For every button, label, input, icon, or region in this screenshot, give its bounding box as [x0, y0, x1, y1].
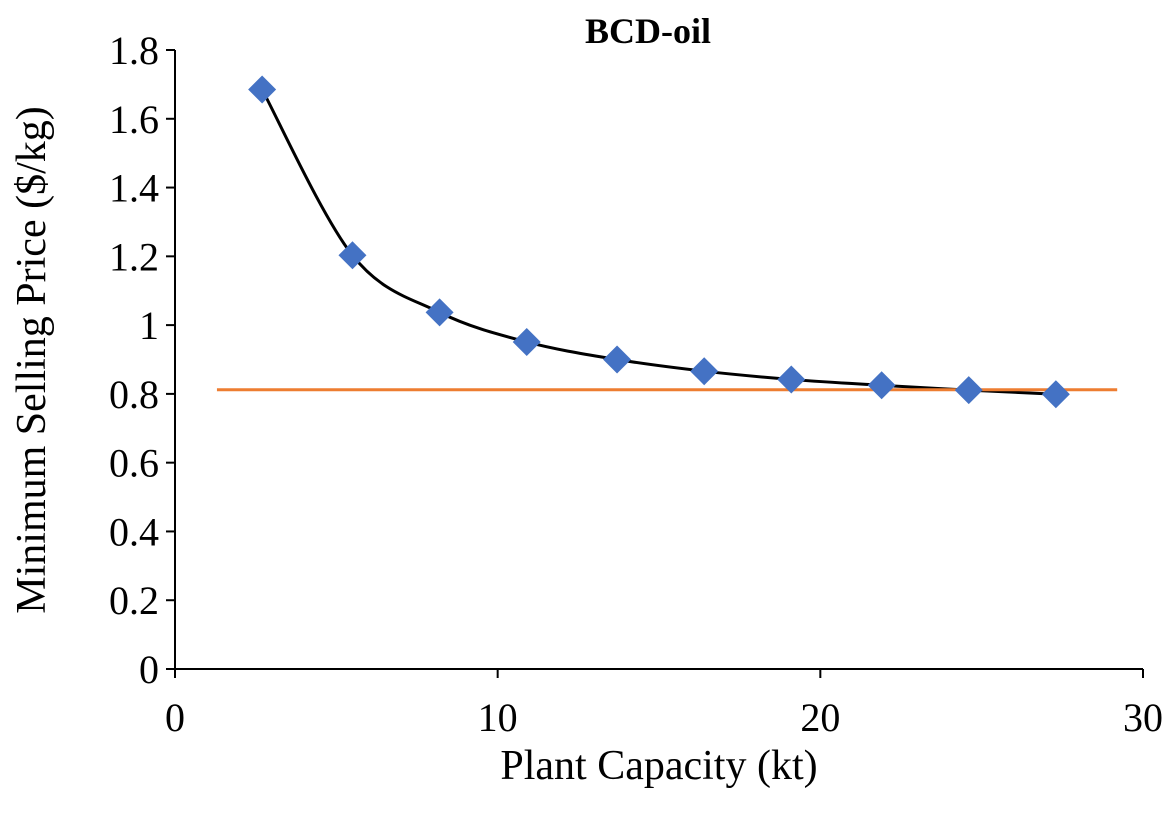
data-point-marker	[425, 298, 454, 327]
x-tick-label: 20	[800, 695, 840, 740]
plot-area: 0 0.2 0.4 0.6 0.8 1 1.2 1.4 1.6 1.8 0 10 20 30	[109, 28, 1163, 740]
y-tick-label: 0.8	[109, 372, 159, 417]
y-tick-label: 1.8	[109, 28, 159, 73]
y-tick-label: 0.2	[109, 578, 159, 623]
data-point-marker	[248, 75, 277, 104]
y-tick-label: 1.4	[109, 166, 159, 211]
y-tick-label: 1.2	[109, 234, 159, 279]
y-tick-label: 1.6	[109, 97, 159, 142]
trend-curve	[260, 88, 1056, 396]
data-point-marker	[338, 241, 367, 270]
y-tick-label: 0.6	[109, 441, 159, 486]
y-tick-label: 0	[139, 647, 159, 692]
series-marks	[216, 75, 1118, 409]
data-point-marker	[867, 371, 896, 400]
data-point-marker	[512, 327, 541, 356]
data-point-marker	[1041, 380, 1070, 409]
data-point-marker	[954, 376, 983, 405]
data-point-marker	[603, 345, 632, 374]
x-axis-title: Plant Capacity (kt)	[500, 743, 817, 789]
chart-title: BCD-oil	[585, 11, 711, 51]
x-tick-label: 30	[1123, 695, 1163, 740]
data-point-marker	[777, 365, 806, 394]
y-axis-title: Minimum Selling Price ($/kg)	[9, 106, 55, 613]
y-tick-label: 0.4	[109, 509, 159, 554]
x-tick-label: 0	[165, 695, 185, 740]
data-point-marker	[690, 357, 719, 386]
axis-ticks: 0 0.2 0.4 0.6 0.8 1 1.2 1.4 1.6 1.8 0 10 20 30	[109, 28, 1163, 740]
x-tick-label: 10	[478, 695, 518, 740]
y-tick-label: 1	[139, 303, 159, 348]
